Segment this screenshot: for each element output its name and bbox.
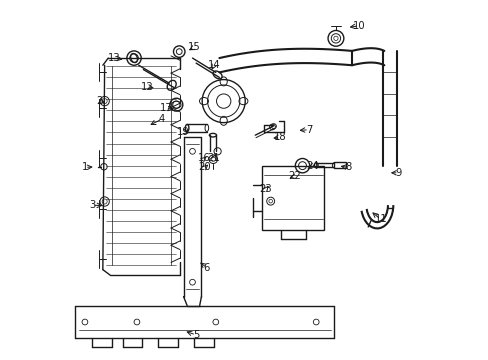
Text: 16: 16 <box>198 153 210 163</box>
Text: 4: 4 <box>159 114 165 124</box>
Text: 17: 17 <box>160 103 172 113</box>
Text: 24: 24 <box>305 161 318 171</box>
Bar <box>333 162 345 168</box>
Text: 14: 14 <box>207 60 220 70</box>
Text: 6: 6 <box>203 263 210 273</box>
Bar <box>261 166 324 230</box>
Text: 18: 18 <box>273 132 286 142</box>
Text: 9: 9 <box>395 168 401 178</box>
Text: 11: 11 <box>374 215 386 224</box>
Text: 12: 12 <box>141 82 154 92</box>
Text: 7: 7 <box>305 125 312 135</box>
Text: 10: 10 <box>352 21 365 31</box>
Text: 13: 13 <box>108 53 121 63</box>
Text: 22: 22 <box>288 171 301 181</box>
Text: 2: 2 <box>96 96 102 106</box>
Text: 21: 21 <box>207 153 220 163</box>
Text: 20: 20 <box>198 162 211 172</box>
Text: 15: 15 <box>187 42 200 52</box>
Text: 8: 8 <box>345 162 351 172</box>
Text: 19: 19 <box>177 127 189 136</box>
Text: 23: 23 <box>259 184 272 194</box>
Text: 5: 5 <box>192 330 199 340</box>
Text: 1: 1 <box>81 162 88 172</box>
Circle shape <box>333 36 337 41</box>
Text: 3: 3 <box>89 200 95 210</box>
